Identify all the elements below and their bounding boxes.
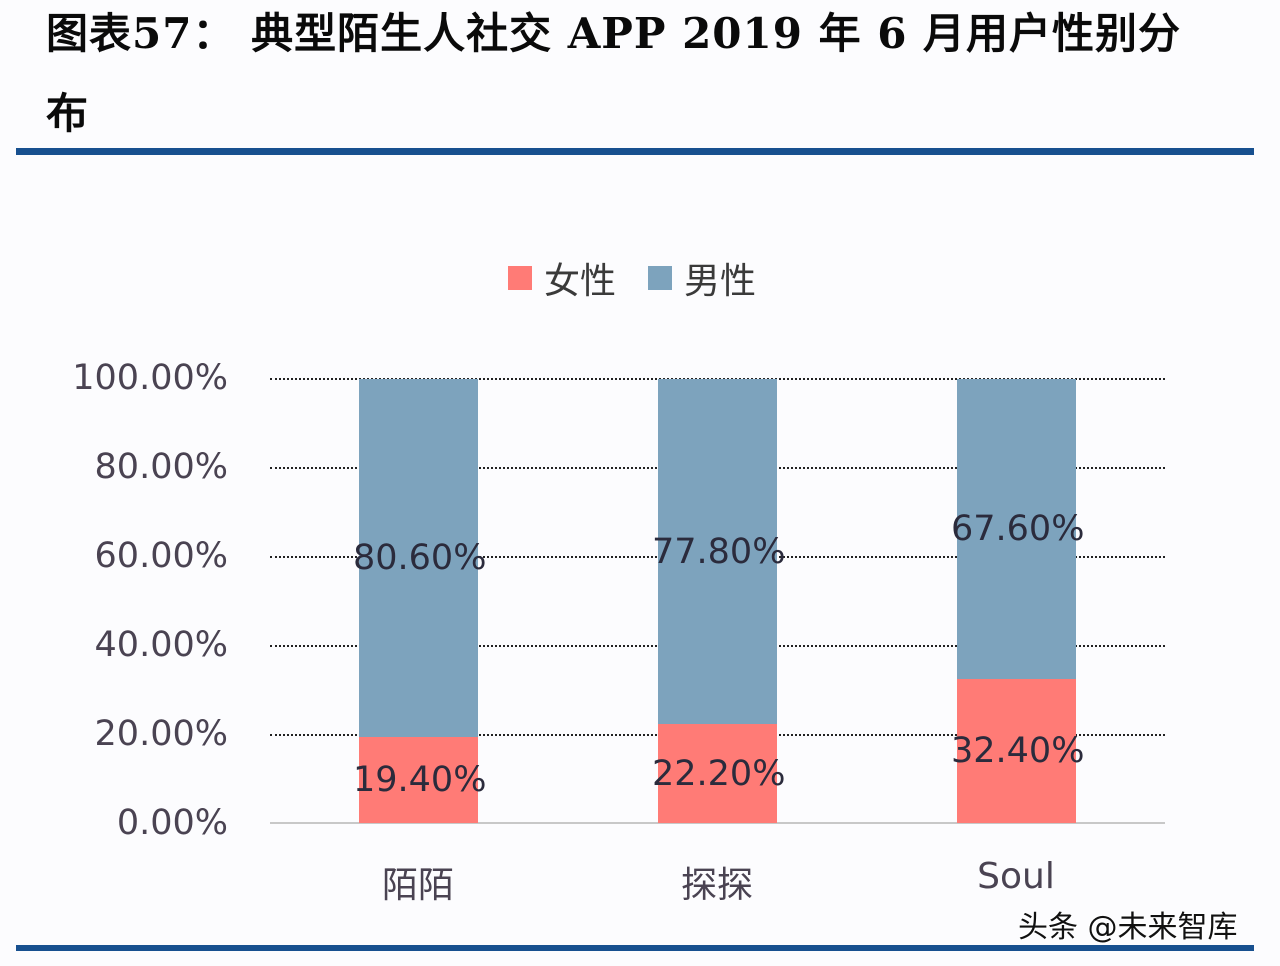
bar-segment-male: 80.60% (353, 379, 486, 737)
y-tick-40: 40.00% (94, 625, 228, 665)
legend-label-female: 女性 (544, 261, 617, 302)
y-tick-80: 80.00% (94, 447, 228, 487)
y-tick-0: 0.00% (116, 803, 228, 843)
x-tick-momo: 陌陌 (381, 865, 454, 906)
data-label-female: 19.40% (353, 759, 487, 800)
data-label-female: 32.40% (951, 731, 1085, 772)
y-tick-100: 100.00% (72, 358, 228, 398)
bar-segment-female: 32.40% (951, 679, 1084, 823)
figure-title: 图表57： 典型陌生人社交 APP 2019 年 6 月用户性别分 布 (46, 0, 1246, 154)
bar-segment-male: 77.80% (652, 379, 785, 725)
legend-item-male: 男性 (648, 252, 756, 304)
top-divider (16, 148, 1254, 155)
bar-segment-female: 22.20% (652, 724, 785, 823)
data-label-female: 22.20% (652, 753, 786, 794)
y-tick-60: 60.00% (94, 536, 228, 576)
figure-title-line1: 图表57： 典型陌生人社交 APP 2019 年 6 月用户性别分 (46, 9, 1182, 58)
watermark: 头条 @未来智库 (1018, 910, 1238, 945)
data-label-male: 77.80% (652, 531, 786, 572)
x-tick-soul: Soul (977, 856, 1055, 897)
data-label-male: 80.60% (353, 537, 487, 578)
chart-legend: 女性 男性 (508, 252, 788, 304)
x-tick-tantan: 探探 (680, 865, 753, 906)
x-axis-line (270, 822, 1165, 824)
bar-segment-female: 19.40% (353, 736, 486, 823)
figure-title-line2: 布 (46, 89, 90, 138)
bar-soul: 67.60% 32.40% (951, 379, 1084, 823)
data-label-male: 67.60% (951, 509, 1085, 550)
bar-momo: 80.60% 19.40% (353, 379, 486, 823)
bar-tantan: 77.80% 22.20% (652, 379, 785, 823)
male-swatch-icon (648, 266, 673, 290)
female-swatch-icon (508, 266, 532, 290)
y-tick-20: 20.00% (94, 714, 228, 754)
bar-segment-male: 67.60% (951, 379, 1084, 680)
bottom-divider (16, 945, 1254, 951)
legend-item-female: 女性 (508, 252, 616, 304)
legend-label-male: 男性 (684, 261, 757, 302)
